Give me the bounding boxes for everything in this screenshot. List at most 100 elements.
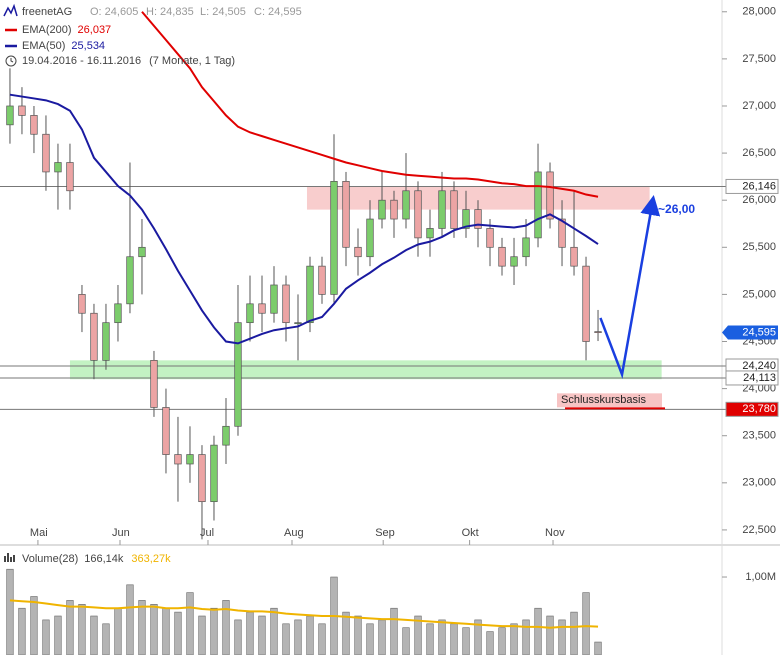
candle-body: [90, 312, 98, 361]
candle-body: [138, 246, 146, 258]
candle-body: [150, 360, 158, 408]
volume-average: [9, 599, 599, 629]
candle-body: [198, 454, 206, 503]
last-price-label: 24,595: [742, 326, 776, 338]
candle-body: [234, 322, 242, 427]
volume-bar: [546, 615, 554, 655]
quote: C: 24,595: [254, 6, 302, 18]
candle-body: [354, 246, 362, 258]
candle-body: [366, 218, 374, 258]
candle-body: [330, 181, 338, 295]
candle-body: [498, 246, 506, 267]
candle-body: [54, 162, 62, 173]
quote: H: 24,835: [146, 6, 194, 18]
logo: [3, 3, 18, 17]
volume-bar: [42, 619, 50, 655]
volume-icon: [4, 553, 15, 562]
volume-bar: [570, 611, 578, 655]
volume-bar: [126, 584, 134, 655]
note-text: Schlusskursbasis: [561, 394, 646, 406]
ema-line: [141, 11, 599, 198]
candle-body: [42, 133, 50, 173]
range-note: (7 Monate, 1 Tag): [149, 55, 235, 67]
candle-body: [306, 265, 314, 324]
legend-name: EMA(200): [22, 24, 72, 36]
y-tick-label: 24,000: [742, 383, 776, 395]
volume-bar: [582, 592, 590, 655]
volume-bar: [438, 619, 446, 655]
candle-body: [174, 454, 182, 465]
volume-bar: [558, 619, 566, 655]
volume-bar: [450, 623, 458, 655]
candle-body: [570, 246, 578, 267]
candle-body: [426, 228, 434, 239]
clock-icon: [5, 55, 17, 67]
candle-body: [294, 322, 302, 325]
y-tick-label: 28,000: [742, 6, 776, 18]
y-tick-label: 27,000: [742, 100, 776, 112]
candle-body: [246, 303, 254, 324]
volume-bar: [102, 623, 110, 655]
legend-name: EMA(50): [22, 40, 65, 52]
candle-body: [282, 284, 290, 324]
level-label: 23,780: [742, 403, 776, 415]
last-price-box: [722, 325, 778, 340]
candle-body: [558, 218, 566, 248]
volume-bar: [186, 592, 194, 655]
candle-body: [270, 284, 278, 314]
ema-line: [9, 93, 599, 345]
volume-bar: [426, 623, 434, 655]
candle-body: [222, 425, 230, 446]
volume-bar: [318, 623, 326, 655]
volume-bar: [342, 611, 350, 655]
volume-bar: [510, 623, 518, 655]
quote: O: 24,605: [90, 6, 138, 18]
volume-bar: [402, 627, 410, 655]
x-tick-label: Okt: [462, 527, 479, 539]
projection-arrow: [599, 195, 661, 380]
candle-body: [66, 162, 74, 192]
candle-body: [78, 294, 86, 314]
y-tick-label: 25,000: [742, 288, 776, 300]
candle-body: [258, 303, 266, 314]
volume-bar: [366, 623, 374, 655]
volume-bar: [150, 604, 158, 655]
volume-bar: [114, 607, 122, 655]
volume-bar: [30, 596, 38, 655]
volume-bar: [162, 607, 170, 655]
volume-bar: [234, 619, 242, 655]
y-tick-label: 26,000: [742, 194, 776, 206]
candle-body: [210, 444, 218, 503]
volume-bar: [498, 627, 506, 655]
level-label: 24,240: [742, 360, 776, 372]
candle-body: [582, 265, 590, 342]
volume-name: Volume(28): [22, 553, 78, 565]
legend-value: 25,534: [71, 40, 105, 52]
volume-average-value: 363,27k: [131, 553, 171, 565]
candle-body: [438, 190, 446, 229]
volume-bar: [222, 600, 230, 655]
volume-bar: [354, 615, 362, 655]
clock-hand: [10, 58, 14, 63]
candle-body: [546, 171, 554, 220]
level-label: 24,113: [743, 372, 776, 384]
candle-body: [510, 256, 518, 267]
volume-bar: [18, 607, 26, 655]
candle-body: [534, 171, 542, 239]
zone: [69, 360, 662, 380]
volume-bar: [306, 615, 314, 655]
projection-label: ~26,00: [658, 202, 695, 216]
candle-body: [402, 190, 410, 220]
candle-body: [474, 209, 482, 229]
volume-bar: [378, 619, 386, 655]
quote: L: 24,505: [200, 6, 246, 18]
volume-value: 166,14k: [84, 553, 124, 565]
candle-body: [390, 199, 398, 220]
candle-body: [450, 190, 458, 229]
note-box: [557, 393, 662, 408]
volume-bar: [594, 641, 602, 655]
candle-body: [414, 190, 422, 239]
y-tick-label: 25,500: [742, 241, 776, 253]
volume-bar: [486, 631, 494, 655]
